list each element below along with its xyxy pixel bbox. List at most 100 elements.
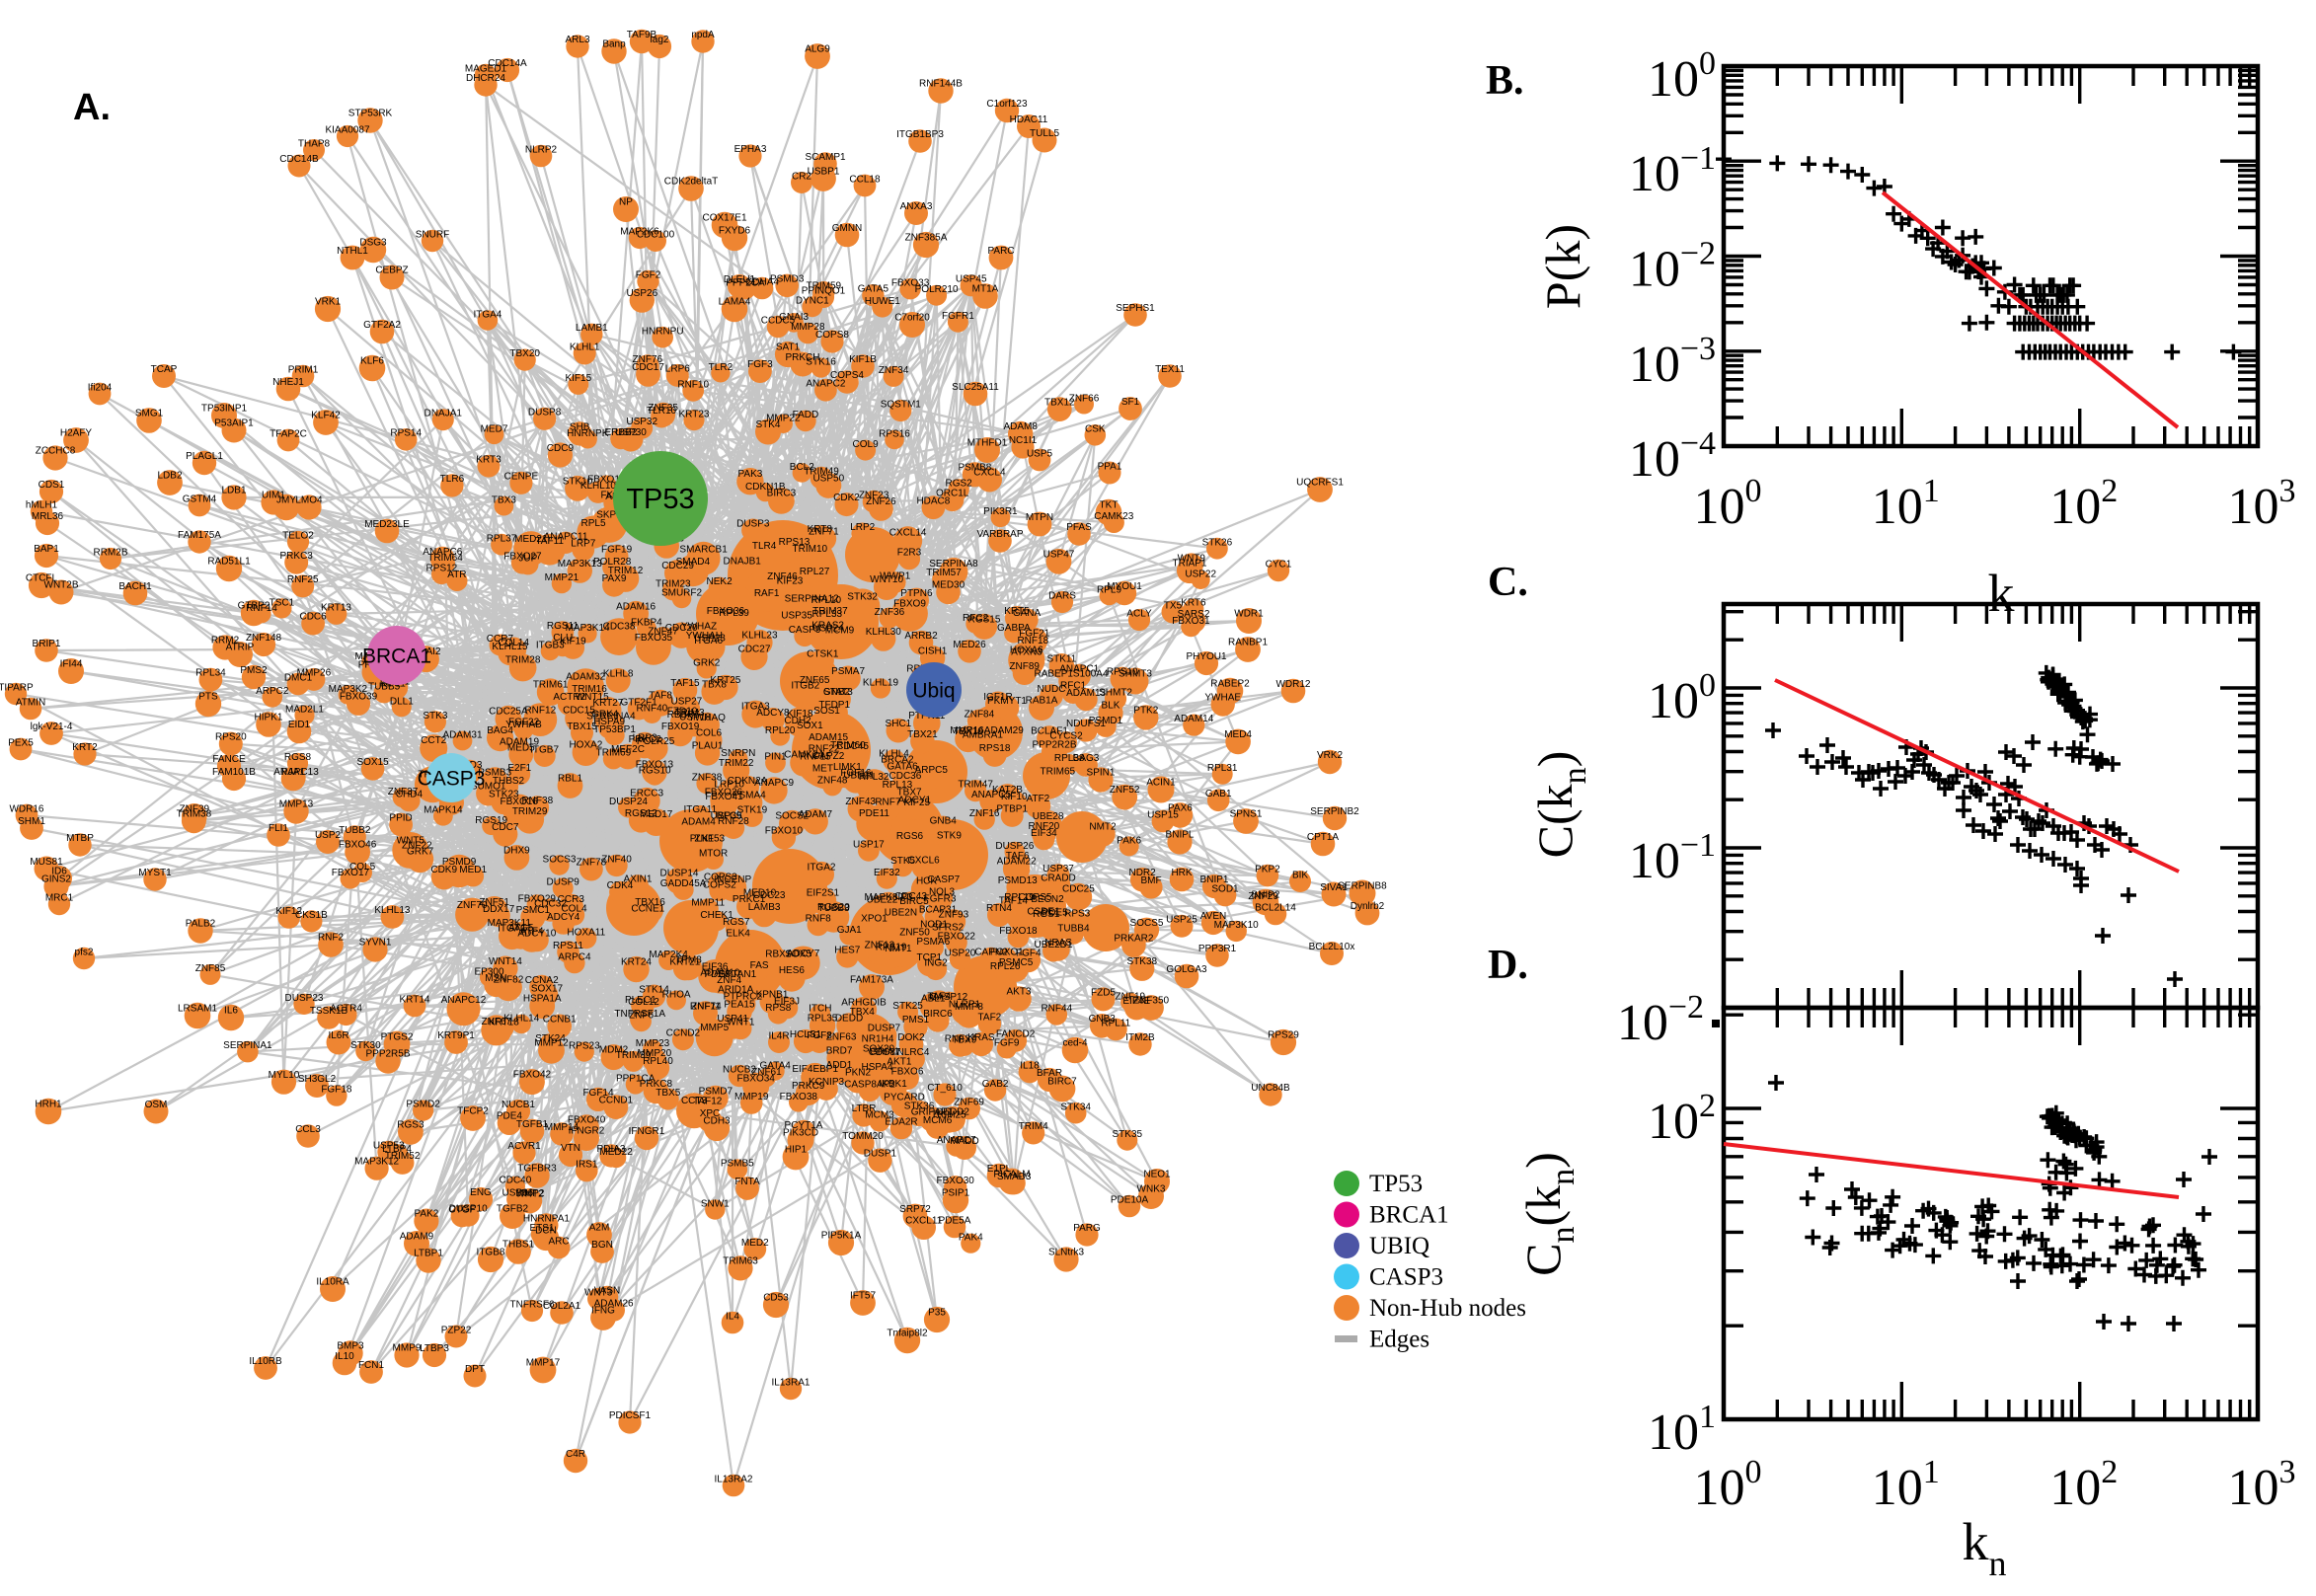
svg-text:GNB2: GNB2 [823, 687, 851, 698]
svg-text:SERPINA1: SERPINA1 [223, 1040, 272, 1051]
svg-text:ANAPC13: ANAPC13 [273, 767, 319, 778]
svg-text:STP53RK: STP53RK [348, 109, 393, 119]
svg-text:PARC: PARC [987, 246, 1014, 257]
svg-text:CAMK23: CAMK23 [1094, 511, 1133, 522]
svg-text:BNIPL: BNIPL [1166, 830, 1195, 841]
svg-text:USP20: USP20 [945, 948, 976, 958]
svg-text:BRD7: BRD7 [826, 1046, 853, 1057]
svg-text:RAF1: RAF1 [754, 588, 780, 599]
svg-text:USBP1: USBP1 [808, 167, 840, 178]
svg-text:HRH1: HRH1 [35, 1099, 62, 1109]
svg-text:IKBK1: IKBK1 [879, 1079, 907, 1090]
svg-text:TX5: TX5 [1164, 600, 1183, 611]
svg-text:lag2: lag2 [651, 35, 669, 45]
svg-text:ARL3: ARL3 [565, 35, 589, 45]
svg-text:PSMA7: PSMA7 [831, 666, 865, 677]
svg-text:ADAM9: ADAM9 [400, 1232, 434, 1243]
svg-text:ITGB1BP3: ITGB1BP3 [896, 129, 944, 140]
svg-text:JMY: JMY [276, 494, 296, 505]
svg-text:RGS11: RGS11 [547, 621, 579, 632]
svg-text:TRIM61: TRIM61 [533, 679, 569, 690]
svg-text:RNF12: RNF12 [524, 706, 556, 717]
svg-text:GAB2: GAB2 [982, 1079, 1009, 1090]
svg-text:MYL10: MYL10 [269, 1070, 300, 1081]
svg-text:KLHL13: KLHL13 [374, 905, 411, 916]
svg-text:FBXO6: FBXO6 [891, 1066, 924, 1077]
svg-text:FAM175A: FAM175A [178, 530, 221, 541]
svg-text:TP53INP1: TP53INP1 [201, 404, 248, 415]
svg-text:ITGB2: ITGB2 [791, 681, 819, 692]
svg-text:NUCB1: NUCB1 [502, 1100, 535, 1110]
svg-text:DLL1: DLL1 [390, 696, 414, 707]
svg-text:VTN: VTN [561, 1143, 580, 1154]
svg-text:PSMD1: PSMD1 [1089, 716, 1123, 726]
svg-text:WNT5: WNT5 [397, 835, 425, 846]
svg-text:hMLH1: hMLH1 [26, 499, 58, 510]
svg-text:PDE5A: PDE5A [939, 1215, 971, 1226]
svg-text:FNTA: FNTA [734, 1177, 760, 1187]
svg-text:SMAD3: SMAD3 [997, 1172, 1032, 1182]
svg-text:TUBB4: TUBB4 [1057, 924, 1090, 935]
svg-text:KRT13: KRT13 [321, 603, 351, 614]
svg-text:WNK3: WNK3 [1137, 1184, 1166, 1195]
svg-text:VARBRAP: VARBRAP [976, 529, 1023, 540]
svg-text:ZNF52: ZNF52 [1110, 785, 1140, 796]
svg-text:FBXO38: FBXO38 [780, 1092, 818, 1102]
svg-text:STK3: STK3 [423, 711, 447, 722]
svg-text:KLHL23: KLHL23 [741, 631, 778, 642]
svg-text:SF1: SF1 [1121, 397, 1140, 408]
svg-text:KRT6: KRT6 [1181, 598, 1206, 609]
svg-text:BIK: BIK [1292, 871, 1308, 881]
svg-text:IL4: IL4 [726, 1311, 739, 1322]
svg-text:RRM2: RRM2 [211, 636, 240, 646]
svg-text:PLEC1: PLEC1 [625, 995, 656, 1006]
svg-text:PPA1: PPA1 [1098, 461, 1122, 472]
svg-text:ANXA3: ANXA3 [900, 201, 933, 212]
svg-text:VRK2: VRK2 [1317, 750, 1344, 761]
svg-text:WDR12: WDR12 [1275, 679, 1310, 690]
svg-text:STK16: STK16 [806, 357, 836, 368]
svg-text:MED1: MED1 [459, 865, 487, 875]
svg-text:ZNF82: ZNF82 [494, 974, 524, 985]
svg-text:NMT2: NMT2 [1089, 822, 1117, 833]
svg-text:DUSP23: DUSP23 [285, 993, 324, 1004]
svg-text:MMP26: MMP26 [297, 668, 332, 679]
svg-text:MET: MET [812, 764, 833, 775]
svg-text:CDC25A: CDC25A [489, 707, 528, 718]
svg-text:PHYOU1: PHYOU1 [1186, 651, 1227, 662]
svg-text:LMO4: LMO4 [295, 495, 323, 506]
svg-text:LAMA4: LAMA4 [719, 296, 751, 307]
svg-text:RPS12: RPS12 [426, 563, 458, 573]
svg-text:IFNGR2: IFNGR2 [569, 1126, 605, 1137]
svg-text:USP25: USP25 [1166, 914, 1197, 925]
svg-text:DOK2: DOK2 [897, 1032, 925, 1043]
svg-text:TOMM20: TOMM20 [842, 1131, 884, 1142]
svg-text:BIRC7: BIRC7 [1047, 1076, 1077, 1087]
svg-text:H2AFY: H2AFY [60, 428, 93, 439]
svg-text:CDC27: CDC27 [738, 645, 771, 655]
svg-text:KRT14: KRT14 [400, 994, 430, 1005]
svg-text:SH3GL2: SH3GL2 [298, 1074, 337, 1085]
svg-text:KIAA0087: KIAA0087 [325, 124, 369, 135]
svg-text:KLF6: KLF6 [360, 355, 384, 366]
svg-text:CXCL11: CXCL11 [905, 1216, 942, 1227]
svg-text:RNF2: RNF2 [318, 933, 345, 944]
svg-text:HIP1: HIP1 [785, 1144, 808, 1155]
svg-text:SFRS2: SFRS2 [932, 923, 965, 934]
svg-text:RNF44: RNF44 [1041, 1004, 1072, 1015]
svg-text:ADAM26: ADAM26 [594, 1299, 634, 1310]
svg-text:ADAM14: ADAM14 [1174, 714, 1213, 724]
svg-text:CISH1: CISH1 [918, 646, 948, 656]
svg-text:RPS3: RPS3 [1064, 909, 1091, 920]
svg-text:TRIM29: TRIM29 [512, 806, 548, 817]
svg-text:TSC1: TSC1 [270, 597, 295, 608]
svg-text:NHEJ1: NHEJ1 [272, 377, 304, 388]
svg-text:WDR16: WDR16 [9, 803, 43, 814]
svg-text:RAB1A: RAB1A [1026, 696, 1058, 707]
svg-text:THAP8: THAP8 [298, 139, 331, 150]
svg-text:TRIM47: TRIM47 [958, 780, 993, 791]
svg-text:ZNF76: ZNF76 [633, 354, 663, 365]
svg-text:ELK4: ELK4 [726, 929, 750, 940]
svg-text:PTPN6: PTPN6 [900, 588, 933, 599]
svg-text:PSMB5: PSMB5 [721, 1159, 754, 1170]
